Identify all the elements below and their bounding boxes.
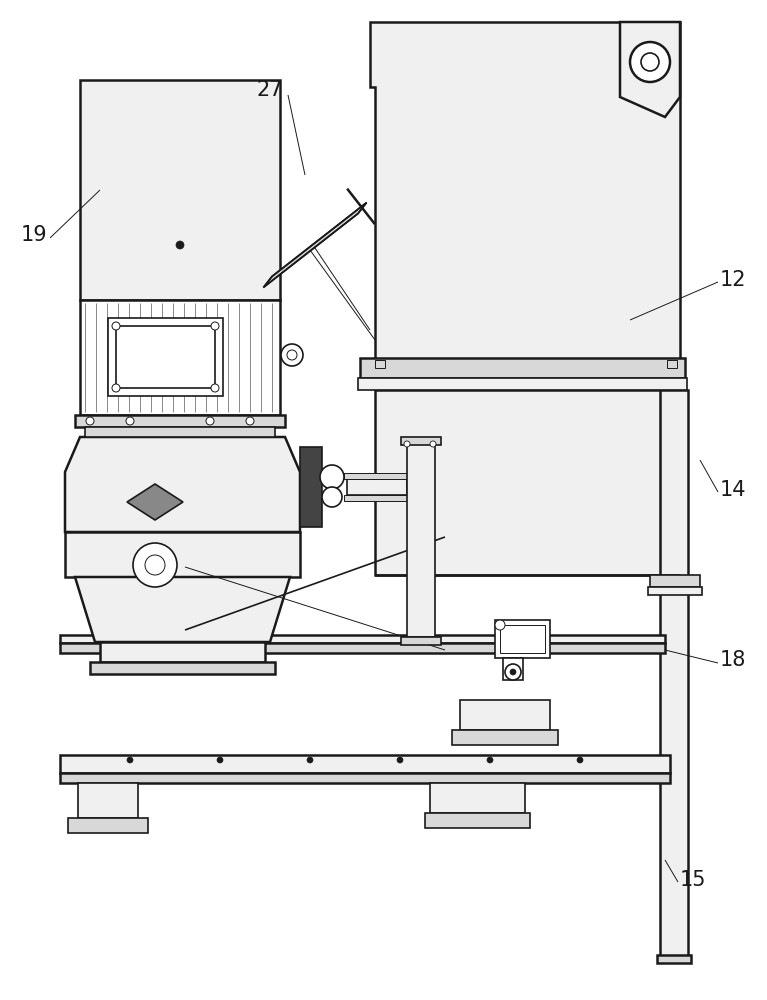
Polygon shape [370,22,680,360]
Circle shape [320,465,344,489]
Bar [460,700,550,730]
Circle shape [246,417,254,425]
Circle shape [307,757,313,763]
Circle shape [133,543,177,587]
Bar [648,587,702,595]
Circle shape [126,417,134,425]
Circle shape [206,417,214,425]
Circle shape [630,42,670,82]
Polygon shape [127,484,183,520]
Bar [85,427,275,437]
Bar [80,300,280,415]
Text: 12: 12 [720,270,746,290]
Circle shape [127,757,133,763]
Bar [503,658,523,680]
Bar [80,80,280,300]
Circle shape [577,757,583,763]
Bar [375,390,675,575]
Bar [75,415,285,427]
Circle shape [211,322,219,330]
Bar [90,662,275,674]
Bar [300,447,322,527]
Bar [60,773,670,783]
Bar [358,378,687,390]
Bar [452,730,558,745]
Circle shape [281,344,303,366]
Bar [660,390,688,960]
Circle shape [86,417,94,425]
Bar [108,318,223,396]
Circle shape [112,322,120,330]
Circle shape [505,664,521,680]
Bar [500,625,545,653]
Bar [60,635,665,643]
Bar [68,818,148,833]
Bar [78,783,138,818]
Circle shape [322,487,342,507]
Bar [657,955,691,963]
Bar [430,783,525,813]
Circle shape [397,757,403,763]
Circle shape [404,441,410,447]
Bar [495,620,550,658]
Polygon shape [75,577,290,642]
Bar [401,437,441,445]
Circle shape [145,555,165,575]
Circle shape [176,241,184,249]
Bar [65,532,300,577]
Circle shape [430,441,436,447]
Circle shape [487,757,493,763]
Circle shape [641,53,659,71]
Bar [407,442,435,637]
Bar [344,473,412,479]
Circle shape [211,384,219,392]
Bar [100,642,265,662]
Circle shape [287,350,297,360]
Bar [116,326,215,388]
Text: 27: 27 [256,80,283,100]
Text: 18: 18 [720,650,746,670]
Text: 19: 19 [21,225,47,245]
Bar [347,479,407,495]
Text: 15: 15 [680,870,706,890]
Bar [60,643,665,653]
Circle shape [510,669,516,675]
Circle shape [495,620,505,630]
Polygon shape [620,22,680,117]
Bar [425,813,530,828]
Bar [667,360,677,368]
Bar [650,575,700,587]
Bar [360,358,685,378]
Bar [60,755,670,773]
Circle shape [112,384,120,392]
Bar [401,637,441,645]
Bar [344,495,412,501]
Text: 14: 14 [720,480,746,500]
Bar [375,360,385,368]
Polygon shape [65,437,300,532]
Polygon shape [263,203,367,287]
Circle shape [217,757,223,763]
